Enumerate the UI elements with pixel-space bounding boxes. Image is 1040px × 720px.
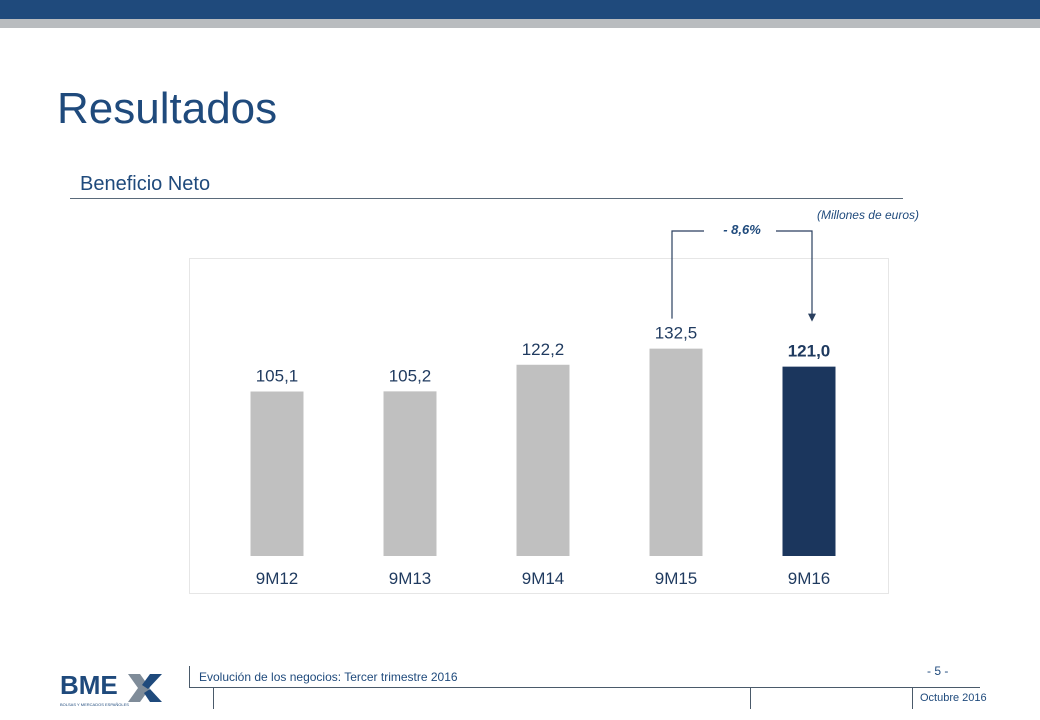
annotation-bracket-left bbox=[671, 230, 704, 319]
bar-9M14 bbox=[516, 364, 570, 556]
page-title: Resultados bbox=[57, 84, 278, 133]
change-annotation-label: - 8,6% bbox=[723, 222, 761, 237]
logo-tagline: BOLSAS Y MERCADOS ESPAÑOLES bbox=[60, 702, 129, 707]
footer-tick-1 bbox=[213, 687, 214, 709]
annotation-bracket-right bbox=[776, 230, 813, 315]
bar-9M16 bbox=[782, 366, 836, 556]
footer-tick-3 bbox=[912, 687, 913, 709]
value-label-9M16: 121,0 bbox=[788, 342, 831, 361]
category-label-9M13: 9M13 bbox=[389, 569, 432, 588]
subtitle-divider bbox=[70, 198, 903, 199]
footer-section-text: Evolución de los negocios: Tercer trimes… bbox=[199, 670, 458, 684]
footer-divider-left bbox=[189, 666, 190, 687]
top-banner bbox=[0, 0, 1040, 19]
value-label-9M12: 105,1 bbox=[256, 367, 299, 386]
section-subtitle: Beneficio Neto bbox=[80, 173, 211, 195]
category-label-9M15: 9M15 bbox=[655, 569, 698, 588]
logo-wordmark: BME bbox=[60, 670, 118, 700]
annotation-arrowhead bbox=[808, 313, 816, 322]
category-label-9M12: 9M12 bbox=[256, 569, 299, 588]
footer-rule bbox=[189, 687, 980, 688]
value-label-9M14: 122,2 bbox=[522, 340, 565, 359]
footer-date: Octubre 2016 bbox=[920, 692, 987, 704]
chart-frame bbox=[189, 258, 889, 594]
footer-tick-2 bbox=[750, 687, 751, 709]
bme-logo: BME BOLSAS Y MERCADOS ESPAÑOLES bbox=[60, 670, 162, 707]
units-note: (Millones de euros) bbox=[816, 208, 919, 222]
category-label-9M14: 9M14 bbox=[522, 569, 565, 588]
value-label-9M15: 132,5 bbox=[655, 324, 698, 343]
bar-9M15 bbox=[649, 348, 703, 556]
bar-9M12 bbox=[250, 391, 304, 556]
value-label-9M13: 105,2 bbox=[389, 366, 432, 385]
logo-x-icon bbox=[128, 674, 162, 702]
page-number: - 5 - bbox=[927, 664, 949, 678]
top-banner-stripe bbox=[0, 19, 1040, 28]
category-label-9M16: 9M16 bbox=[788, 569, 831, 588]
bar-9M13 bbox=[383, 391, 437, 556]
